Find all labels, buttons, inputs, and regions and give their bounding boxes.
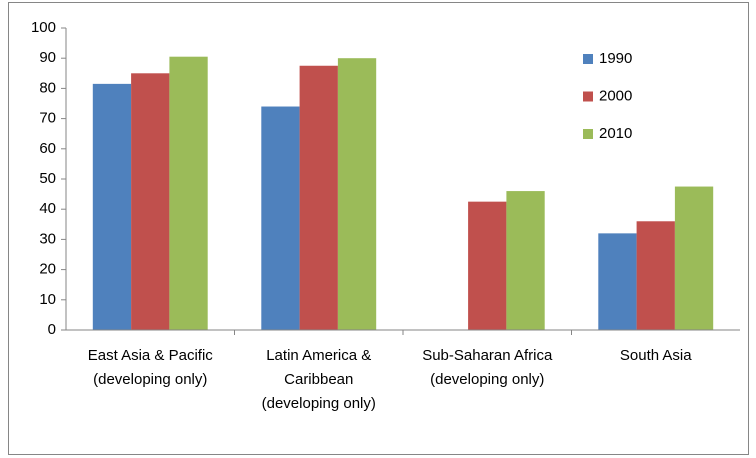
bar <box>674 186 714 330</box>
x-tick-label: Sub-Saharan Africa <box>422 347 553 364</box>
y-tick-label: 80 <box>39 79 56 96</box>
bar <box>131 73 170 331</box>
x-tick-label: (developing only) <box>430 371 544 388</box>
bar <box>468 201 507 330</box>
legend-label: 1990 <box>599 50 632 67</box>
legend-swatch <box>583 54 593 64</box>
y-tick-label: 90 <box>39 49 56 66</box>
x-tick-label: (developing only) <box>262 395 376 412</box>
bar <box>169 56 208 330</box>
y-tick-label: 100 <box>31 19 56 36</box>
y-tick-label: 70 <box>39 110 56 127</box>
bar <box>299 65 338 330</box>
x-tick-label: South Asia <box>620 347 692 364</box>
y-tick-label: 30 <box>39 230 56 247</box>
y-tick-label: 0 <box>48 321 56 338</box>
bar <box>92 83 132 331</box>
bar <box>337 58 377 330</box>
y-tick-label: 10 <box>39 291 56 308</box>
legend-swatch <box>583 91 593 102</box>
bar <box>261 106 300 331</box>
legend-label: 2000 <box>599 87 632 104</box>
x-tick-label: Latin America & <box>266 347 371 364</box>
legend-swatch <box>583 129 593 139</box>
y-tick-label: 50 <box>39 170 56 187</box>
y-tick-label: 20 <box>39 261 56 278</box>
bar <box>636 221 675 330</box>
bar <box>506 191 545 330</box>
y-tick-label: 40 <box>39 200 56 217</box>
x-tick-label: East Asia & Pacific <box>88 347 214 364</box>
bar <box>598 233 637 330</box>
y-tick-label: 60 <box>39 140 56 157</box>
x-tick-label: (developing only) <box>93 371 207 388</box>
x-tick-label: Caribbean <box>284 371 353 388</box>
legend-label: 2010 <box>599 125 632 142</box>
